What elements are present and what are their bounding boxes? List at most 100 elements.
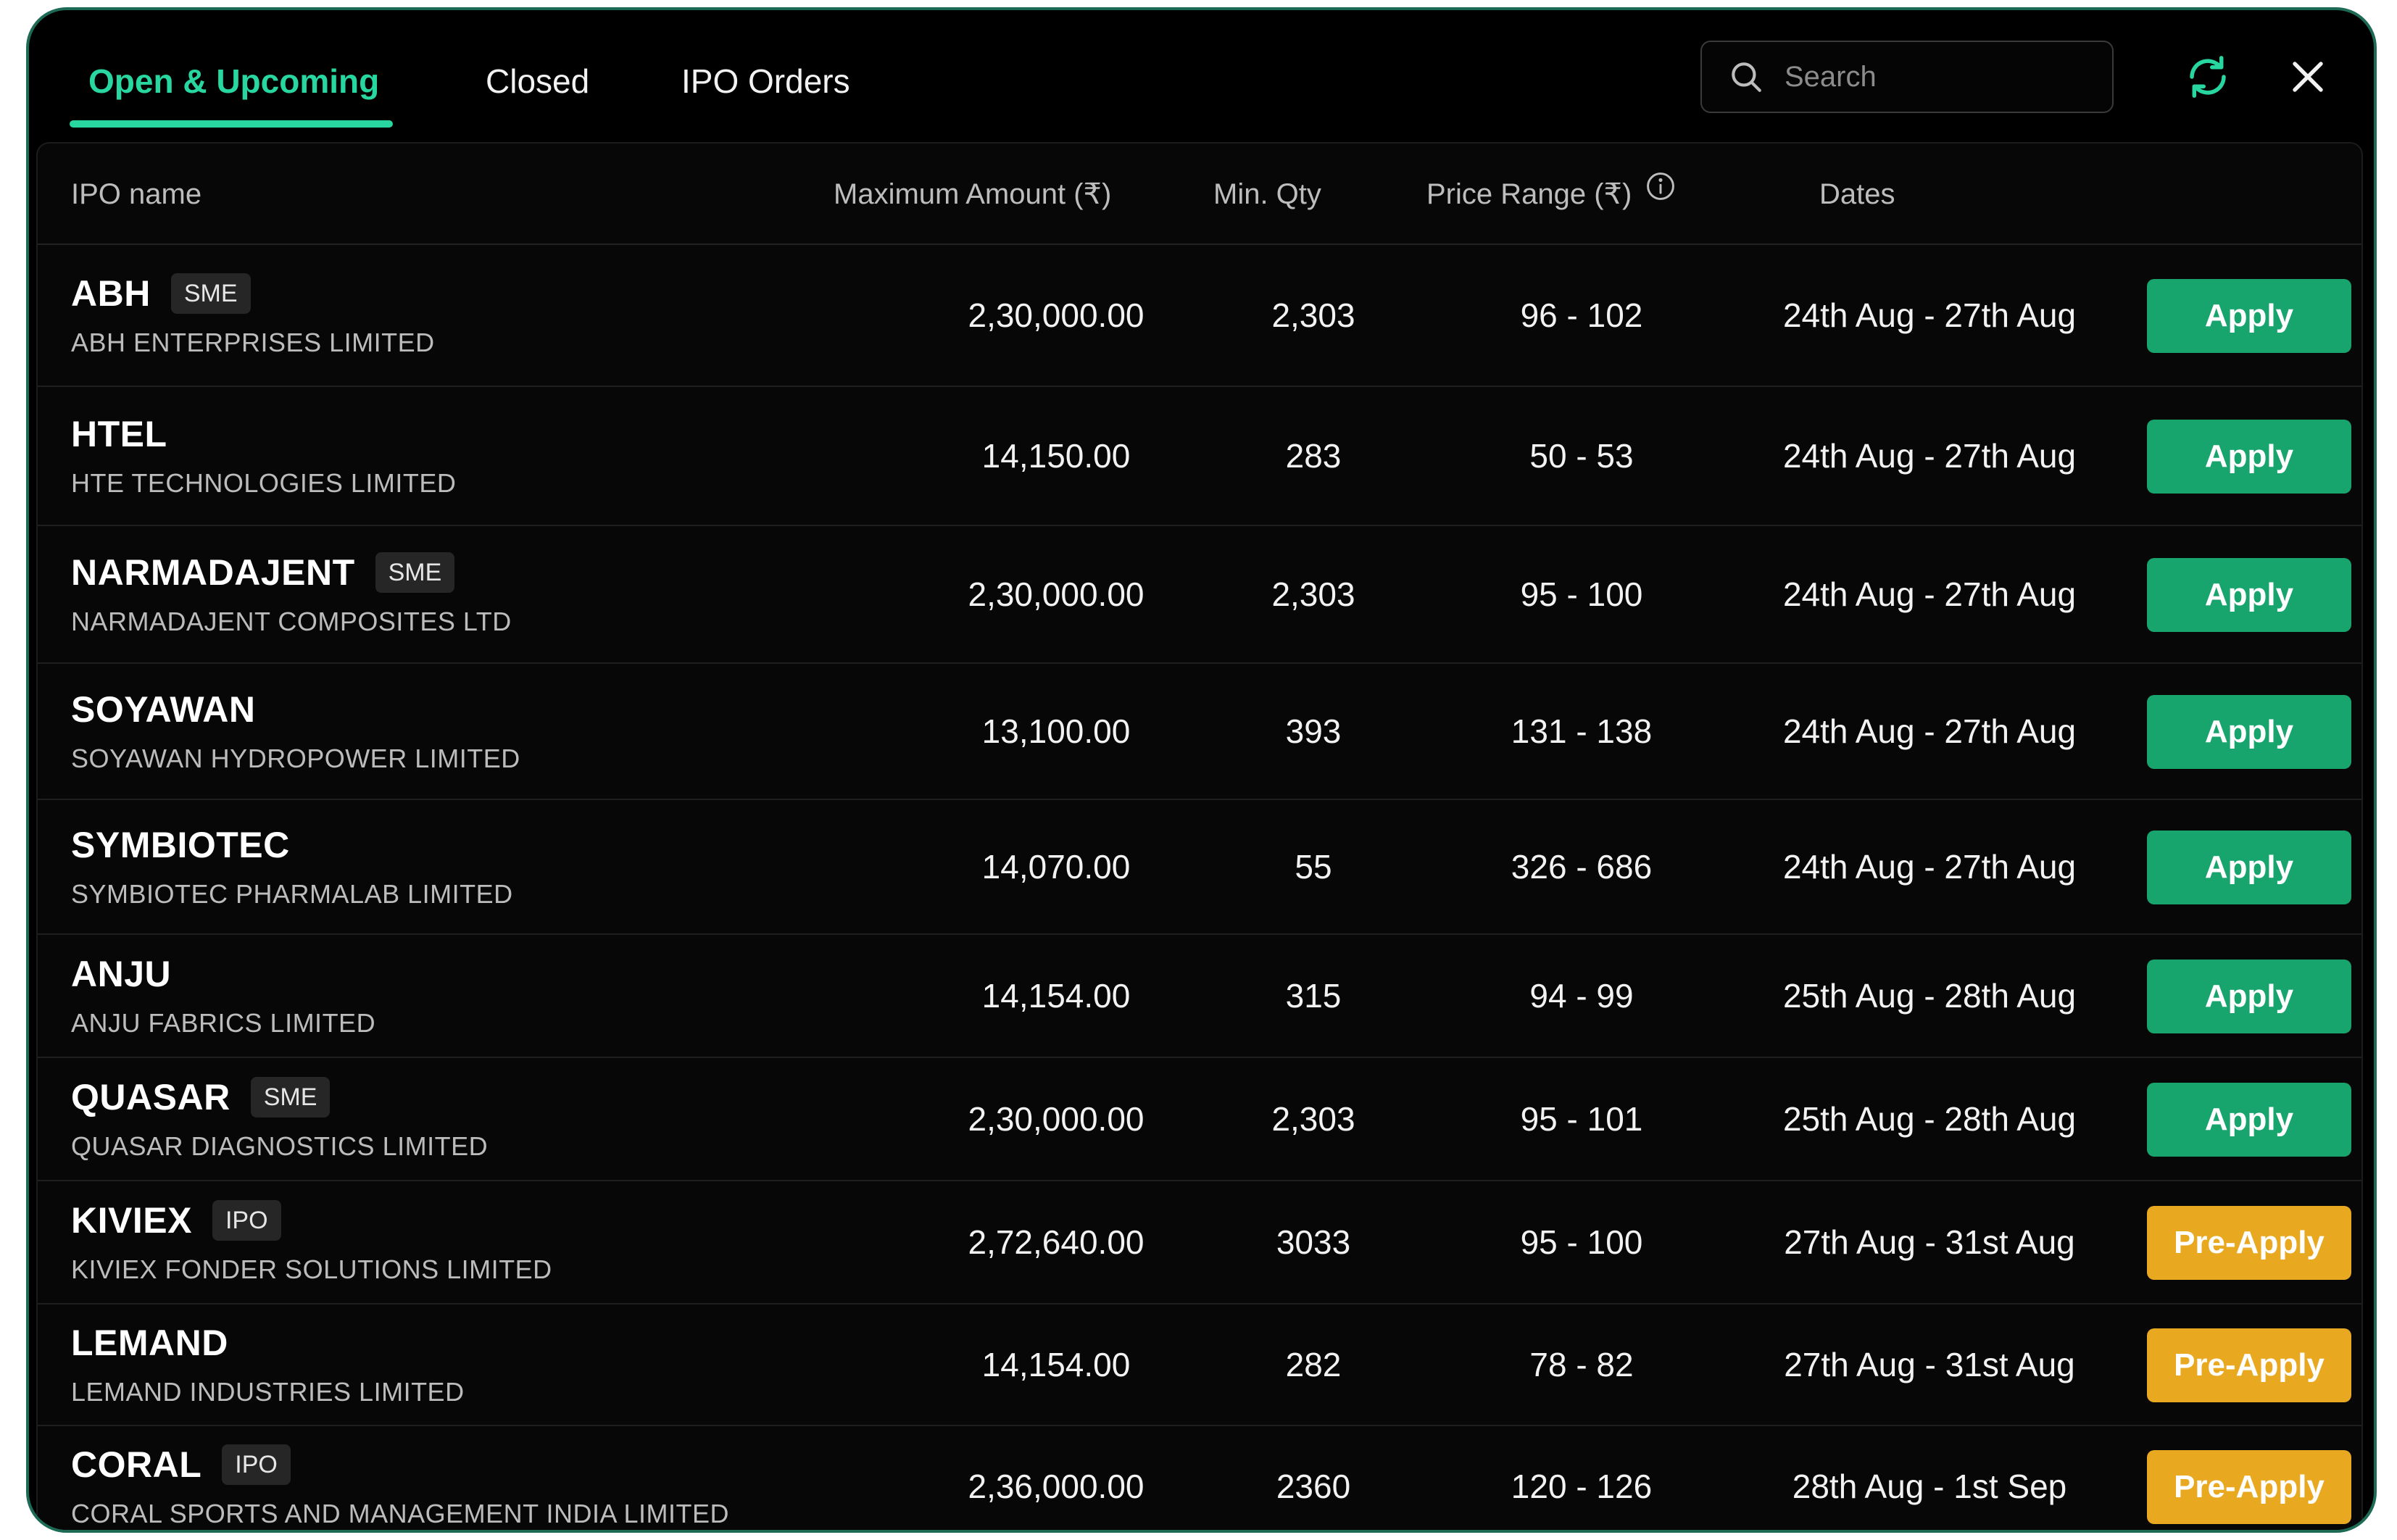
ipo-name-cell[interactable]: SOYAWAN SOYAWAN HYDROPOWER LIMITED	[71, 664, 520, 799]
ipo-symbol: ANJU	[71, 954, 172, 994]
ipo-dates: 24th Aug - 27th Aug	[1782, 712, 2077, 750]
header-price-range-label: Price Range (₹)	[1426, 178, 1632, 210]
apply-button[interactable]: Apply	[2147, 420, 2351, 494]
min-qty: 2,303	[1271, 1100, 1355, 1138]
search-box[interactable]	[1700, 41, 2114, 113]
price-range: 131 - 138	[1511, 712, 1653, 750]
ipo-name-cell[interactable]: NARMADAJENT SME NARMADAJENT COMPOSITES LT…	[71, 526, 512, 662]
apply-button[interactable]: Apply	[2147, 279, 2351, 353]
symbol-line: SOYAWAN	[71, 688, 520, 731]
max-amount: 2,30,000.00	[968, 575, 1145, 613]
ipo-name-cell[interactable]: ABH SME ABH ENTERPRISES LIMITED	[71, 245, 435, 386]
table-row: QUASAR SME QUASAR DIAGNOSTICS LIMITED 2,3…	[38, 1058, 2361, 1181]
ipo-table: IPO name Maximum Amount (₹) Min. Qty Pri…	[36, 142, 2363, 1530]
symbol-line: HTEL	[71, 413, 456, 455]
info-icon[interactable]	[1645, 142, 1677, 244]
ipo-dates: 25th Aug - 28th Aug	[1782, 1100, 2077, 1138]
ipo-name-cell[interactable]: ANJU ANJU FABRICS LIMITED	[71, 935, 375, 1057]
min-qty: 2,303	[1271, 575, 1355, 613]
search-input[interactable]	[1785, 51, 2103, 102]
ipo-dates: 25th Aug - 28th Aug	[1782, 977, 2077, 1015]
table-header: IPO name Maximum Amount (₹) Min. Qty Pri…	[38, 143, 2361, 245]
symbol-line: NARMADAJENT SME	[71, 552, 512, 594]
apply-button[interactable]: Apply	[2147, 695, 2351, 769]
header-ipo-name: IPO name	[71, 178, 202, 210]
symbol-line: KIVIEX IPO	[71, 1199, 552, 1241]
ipo-symbol: ABH	[71, 273, 151, 314]
listing-type-badge: SME	[250, 1077, 331, 1117]
header-min-qty: Min. Qty	[1213, 178, 1321, 210]
ipo-dates: 24th Aug - 27th Aug	[1782, 575, 2077, 613]
table-row: SOYAWAN SOYAWAN HYDROPOWER LIMITED 13,10…	[38, 664, 2361, 800]
max-amount: 2,30,000.00	[968, 296, 1145, 334]
close-icon	[2293, 62, 2323, 92]
header-dates: Dates	[1819, 178, 1895, 210]
ipo-name-cell[interactable]: KIVIEX IPO KIVIEX FONDER SOLUTIONS LIMITE…	[71, 1181, 552, 1303]
symbol-line: SYMBIOTEC	[71, 824, 513, 866]
price-range: 50 - 53	[1529, 437, 1634, 475]
max-amount: 14,150.00	[981, 437, 1131, 475]
ipo-symbol: SOYAWAN	[71, 689, 256, 730]
listing-type-badge: SME	[170, 273, 251, 314]
min-qty: 55	[1295, 848, 1332, 886]
symbol-line: ANJU	[71, 953, 375, 995]
ipo-symbol: LEMAND	[71, 1323, 228, 1363]
pre-apply-button[interactable]: Pre-Apply	[2147, 1206, 2351, 1280]
listing-type-badge: IPO	[212, 1200, 281, 1241]
ipo-dates: 24th Aug - 27th Aug	[1782, 437, 2077, 475]
price-range: 96 - 102	[1520, 296, 1643, 334]
symbol-line: ABH SME	[71, 272, 435, 315]
header-price-range: Price Range (₹)	[1426, 143, 1677, 245]
max-amount: 14,154.00	[981, 1346, 1131, 1383]
tab-closed[interactable]: Closed	[486, 62, 590, 100]
table-row: CORAL IPO CORAL SPORTS AND MANAGEMENT IND…	[38, 1426, 2361, 1530]
price-range: 95 - 100	[1520, 575, 1643, 613]
min-qty: 393	[1285, 712, 1342, 750]
company-name: NARMADAJENT COMPOSITES LTD	[71, 607, 512, 636]
company-name: KIVIEX FONDER SOLUTIONS LIMITED	[71, 1254, 552, 1284]
max-amount: 14,070.00	[981, 848, 1131, 886]
ipo-name-cell[interactable]: QUASAR SME QUASAR DIAGNOSTICS LIMITED	[71, 1058, 488, 1180]
ipo-name-cell[interactable]: HTEL HTE TECHNOLOGIES LIMITED	[71, 387, 456, 525]
max-amount: 13,100.00	[981, 712, 1131, 750]
price-range: 94 - 99	[1529, 977, 1634, 1015]
ipo-window: Open & Upcoming Closed IPO Orders	[26, 7, 2377, 1533]
active-tab-indicator	[70, 120, 393, 128]
min-qty: 3033	[1276, 1223, 1351, 1261]
apply-button[interactable]: Apply	[2147, 558, 2351, 632]
company-name: SYMBIOTEC PHARMALAB LIMITED	[71, 879, 513, 909]
table-row: NARMADAJENT SME NARMADAJENT COMPOSITES LT…	[38, 526, 2361, 664]
refresh-button[interactable]	[2182, 51, 2234, 103]
pre-apply-button[interactable]: Pre-Apply	[2147, 1450, 2351, 1524]
ipo-name-cell[interactable]: SYMBIOTEC SYMBIOTEC PHARMALAB LIMITED	[71, 800, 513, 933]
apply-button[interactable]: Apply	[2147, 1083, 2351, 1157]
ipo-name-cell[interactable]: LEMAND LEMAND INDUSTRIES LIMITED	[71, 1304, 465, 1425]
tab-open-upcoming[interactable]: Open & Upcoming	[88, 62, 380, 100]
top-bar: Open & Upcoming Closed IPO Orders	[29, 10, 2374, 141]
company-name: ABH ENTERPRISES LIMITED	[71, 328, 435, 357]
close-button[interactable]	[2282, 51, 2334, 103]
ipo-dates: 27th Aug - 31st Aug	[1784, 1346, 2075, 1383]
search-icon	[1732, 62, 1761, 92]
ipo-symbol: NARMADAJENT	[71, 552, 355, 593]
apply-button[interactable]: Apply	[2147, 831, 2351, 904]
pre-apply-button[interactable]: Pre-Apply	[2147, 1328, 2351, 1402]
table-row: LEMAND LEMAND INDUSTRIES LIMITED 14,154.…	[38, 1304, 2361, 1426]
price-range: 326 - 686	[1511, 848, 1653, 886]
header-max-amount: Maximum Amount (₹)	[834, 178, 1112, 210]
ipo-name-cell[interactable]: CORAL IPO CORAL SPORTS AND MANAGEMENT IND…	[71, 1426, 729, 1530]
ipo-symbol: CORAL	[71, 1444, 202, 1485]
table-row: SYMBIOTEC SYMBIOTEC PHARMALAB LIMITED 14…	[38, 800, 2361, 935]
ipo-dates: 27th Aug - 31st Aug	[1784, 1223, 2075, 1261]
symbol-line: CORAL IPO	[71, 1444, 729, 1486]
company-name: LEMAND INDUSTRIES LIMITED	[71, 1377, 465, 1407]
apply-button[interactable]: Apply	[2147, 960, 2351, 1033]
max-amount: 2,72,640.00	[968, 1223, 1145, 1261]
ipo-dates: 24th Aug - 27th Aug	[1782, 296, 2077, 334]
price-range: 120 - 126	[1511, 1468, 1653, 1505]
ipo-symbol: HTEL	[71, 414, 167, 454]
refresh-icon	[2190, 56, 2226, 98]
tab-ipo-orders[interactable]: IPO Orders	[681, 62, 850, 100]
min-qty: 315	[1285, 977, 1342, 1015]
price-range: 95 - 101	[1520, 1100, 1643, 1138]
